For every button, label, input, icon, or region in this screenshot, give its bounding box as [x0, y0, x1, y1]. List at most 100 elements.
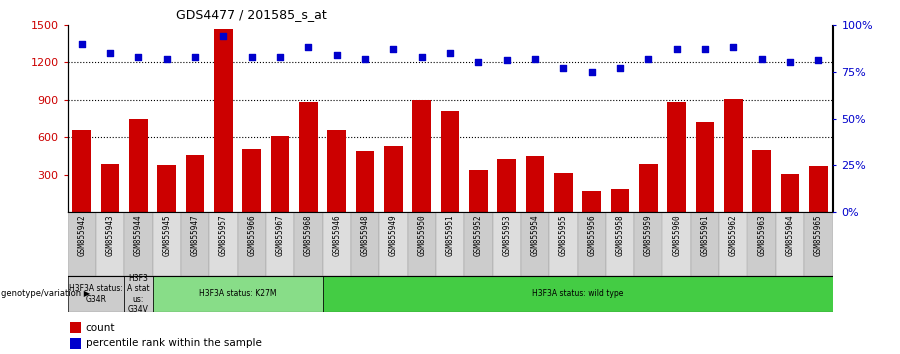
Bar: [129, 119, 148, 212]
Point: [726, 45, 741, 50]
Text: GSM855959: GSM855959: [644, 214, 652, 256]
Point: [443, 50, 457, 56]
Text: GSM855957: GSM855957: [219, 214, 228, 256]
Bar: [271, 136, 289, 212]
Bar: [73, 130, 91, 212]
Text: GSM855961: GSM855961: [700, 214, 709, 256]
Text: GSM855966: GSM855966: [248, 214, 256, 256]
Text: GSM855946: GSM855946: [332, 214, 341, 256]
Bar: [724, 98, 742, 212]
Point: [75, 41, 89, 46]
Bar: [356, 151, 374, 212]
Bar: [634, 212, 662, 276]
Bar: [209, 212, 238, 276]
Point: [159, 56, 174, 61]
Bar: [582, 191, 601, 212]
Text: GSM855943: GSM855943: [105, 214, 114, 256]
Bar: [68, 212, 95, 276]
Bar: [70, 322, 81, 333]
Bar: [781, 173, 799, 212]
Text: GSM855960: GSM855960: [672, 214, 681, 256]
Bar: [441, 111, 459, 212]
Text: GSM855948: GSM855948: [361, 214, 370, 256]
Bar: [181, 212, 209, 276]
Bar: [691, 212, 719, 276]
Point: [641, 56, 655, 61]
Bar: [384, 146, 402, 212]
Bar: [464, 212, 492, 276]
Bar: [776, 212, 805, 276]
Bar: [408, 212, 436, 276]
Point: [527, 56, 542, 61]
Point: [811, 58, 825, 63]
Bar: [351, 212, 379, 276]
Point: [584, 69, 598, 74]
Text: GSM855964: GSM855964: [786, 214, 795, 256]
Bar: [809, 166, 827, 212]
Bar: [266, 212, 294, 276]
Point: [329, 52, 344, 58]
Bar: [185, 155, 204, 212]
Bar: [152, 276, 322, 312]
Bar: [554, 173, 572, 212]
Text: percentile rank within the sample: percentile rank within the sample: [86, 338, 261, 348]
Bar: [549, 212, 578, 276]
Point: [471, 59, 485, 65]
Text: H3F3A status:
G34R: H3F3A status: G34R: [69, 284, 122, 303]
Bar: [95, 212, 124, 276]
Point: [188, 54, 202, 59]
Bar: [152, 212, 181, 276]
Text: GSM855949: GSM855949: [389, 214, 398, 256]
Bar: [668, 102, 686, 212]
Text: GSM855958: GSM855958: [616, 214, 625, 256]
Point: [556, 65, 571, 71]
Text: GSM855967: GSM855967: [275, 214, 284, 256]
Bar: [322, 212, 351, 276]
Text: GSM855954: GSM855954: [530, 214, 539, 256]
Text: genotype/variation ▶: genotype/variation ▶: [1, 289, 90, 298]
Bar: [70, 338, 81, 349]
Bar: [214, 29, 232, 212]
Point: [358, 56, 373, 61]
Point: [613, 65, 627, 71]
Text: GSM855952: GSM855952: [473, 214, 482, 256]
Text: GSM855968: GSM855968: [304, 214, 313, 256]
Bar: [748, 212, 776, 276]
Bar: [101, 164, 119, 212]
Bar: [578, 212, 606, 276]
Bar: [238, 212, 266, 276]
Point: [754, 56, 769, 61]
Bar: [696, 122, 715, 212]
Point: [500, 58, 514, 63]
Bar: [662, 212, 691, 276]
Bar: [379, 212, 408, 276]
Point: [670, 46, 684, 52]
Bar: [752, 150, 771, 212]
Bar: [322, 276, 832, 312]
Text: GSM855963: GSM855963: [757, 214, 766, 256]
Point: [273, 54, 287, 59]
Text: count: count: [86, 322, 115, 332]
Point: [415, 54, 429, 59]
Bar: [606, 212, 634, 276]
Bar: [469, 171, 488, 212]
Point: [216, 33, 230, 39]
Bar: [639, 164, 658, 212]
Bar: [412, 100, 431, 212]
Bar: [521, 212, 549, 276]
Text: GSM855956: GSM855956: [587, 214, 596, 256]
Bar: [498, 159, 516, 212]
Bar: [158, 165, 176, 212]
Text: GSM855944: GSM855944: [134, 214, 143, 256]
Text: GSM855950: GSM855950: [418, 214, 427, 256]
Bar: [242, 149, 261, 212]
Text: GSM855962: GSM855962: [729, 214, 738, 256]
Text: GSM855947: GSM855947: [191, 214, 200, 256]
Text: H3F3A status: wild type: H3F3A status: wild type: [532, 289, 623, 298]
Bar: [328, 130, 346, 212]
Text: GDS4477 / 201585_s_at: GDS4477 / 201585_s_at: [176, 8, 326, 21]
Bar: [294, 212, 322, 276]
Bar: [124, 276, 152, 312]
Point: [386, 46, 400, 52]
Bar: [526, 156, 544, 212]
